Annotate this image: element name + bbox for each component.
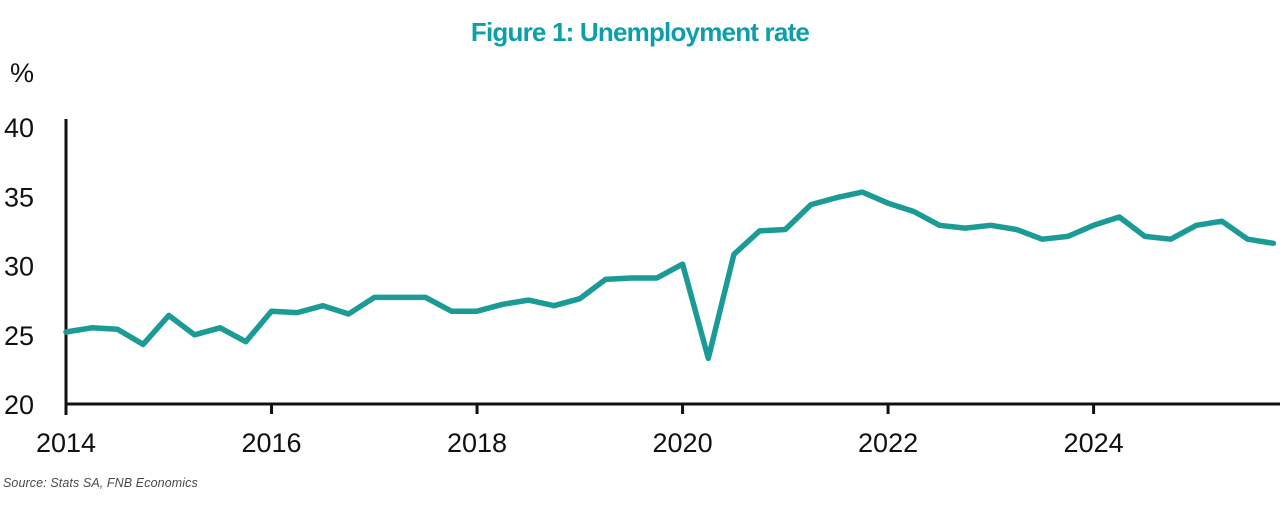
x-axis-tick-label: 2014 bbox=[36, 428, 96, 458]
y-axis-unit-label: % bbox=[10, 58, 35, 88]
y-axis-tick-label: 30 bbox=[4, 252, 34, 282]
x-axis-tick-label: 2018 bbox=[447, 428, 507, 458]
x-axis-tick-label: 2016 bbox=[241, 428, 301, 458]
y-axis-tick-label: 35 bbox=[4, 182, 34, 212]
y-axis-tick-label: 25 bbox=[4, 321, 34, 351]
x-axis-tick-label: 2020 bbox=[653, 428, 713, 458]
x-axis-tick-label: 2022 bbox=[858, 428, 918, 458]
y-axis-tick-label: 20 bbox=[4, 390, 34, 420]
y-axis-tick-label: 40 bbox=[4, 113, 34, 143]
figure-title: Figure 1: Unemployment rate bbox=[470, 17, 810, 47]
unemployment-rate-line bbox=[63, 189, 1277, 362]
source-note: Source: Stats SA, FNB Economics bbox=[3, 476, 198, 490]
x-axis-tick-label: 2024 bbox=[1064, 428, 1124, 458]
